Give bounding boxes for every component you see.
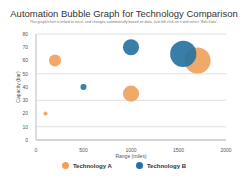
svg-text:70: 70 [22, 44, 28, 50]
svg-text:1000: 1000 [125, 147, 136, 153]
svg-text:2000: 2000 [220, 147, 231, 153]
svg-text:Capacity (bar): Capacity (bar) [15, 71, 21, 103]
svg-text:20: 20 [22, 110, 28, 116]
svg-text:80: 80 [22, 31, 28, 37]
svg-text:40: 40 [22, 84, 28, 90]
html-text:Technology A: Technology A [72, 162, 112, 169]
html-text:Automation Bubble Graph for Te: Automation Bubble Graph for Technology C… [10, 8, 238, 19]
svg-text:Range (miles): Range (miles) [115, 153, 146, 159]
svg-text:60: 60 [22, 57, 28, 63]
svg-text:10: 10 [22, 124, 28, 130]
svg-text:1500: 1500 [173, 147, 184, 153]
svg-text:500: 500 [79, 147, 88, 153]
html-text:Technology B: Technology B [146, 162, 187, 169]
svg-text:50: 50 [22, 71, 28, 77]
svg-text:0: 0 [25, 137, 28, 143]
svg-text:0: 0 [35, 147, 38, 153]
html-text:This graph/chart is linked to: This graph/chart is linked to excel, and… [29, 20, 219, 24]
svg-text:30: 30 [22, 97, 28, 103]
